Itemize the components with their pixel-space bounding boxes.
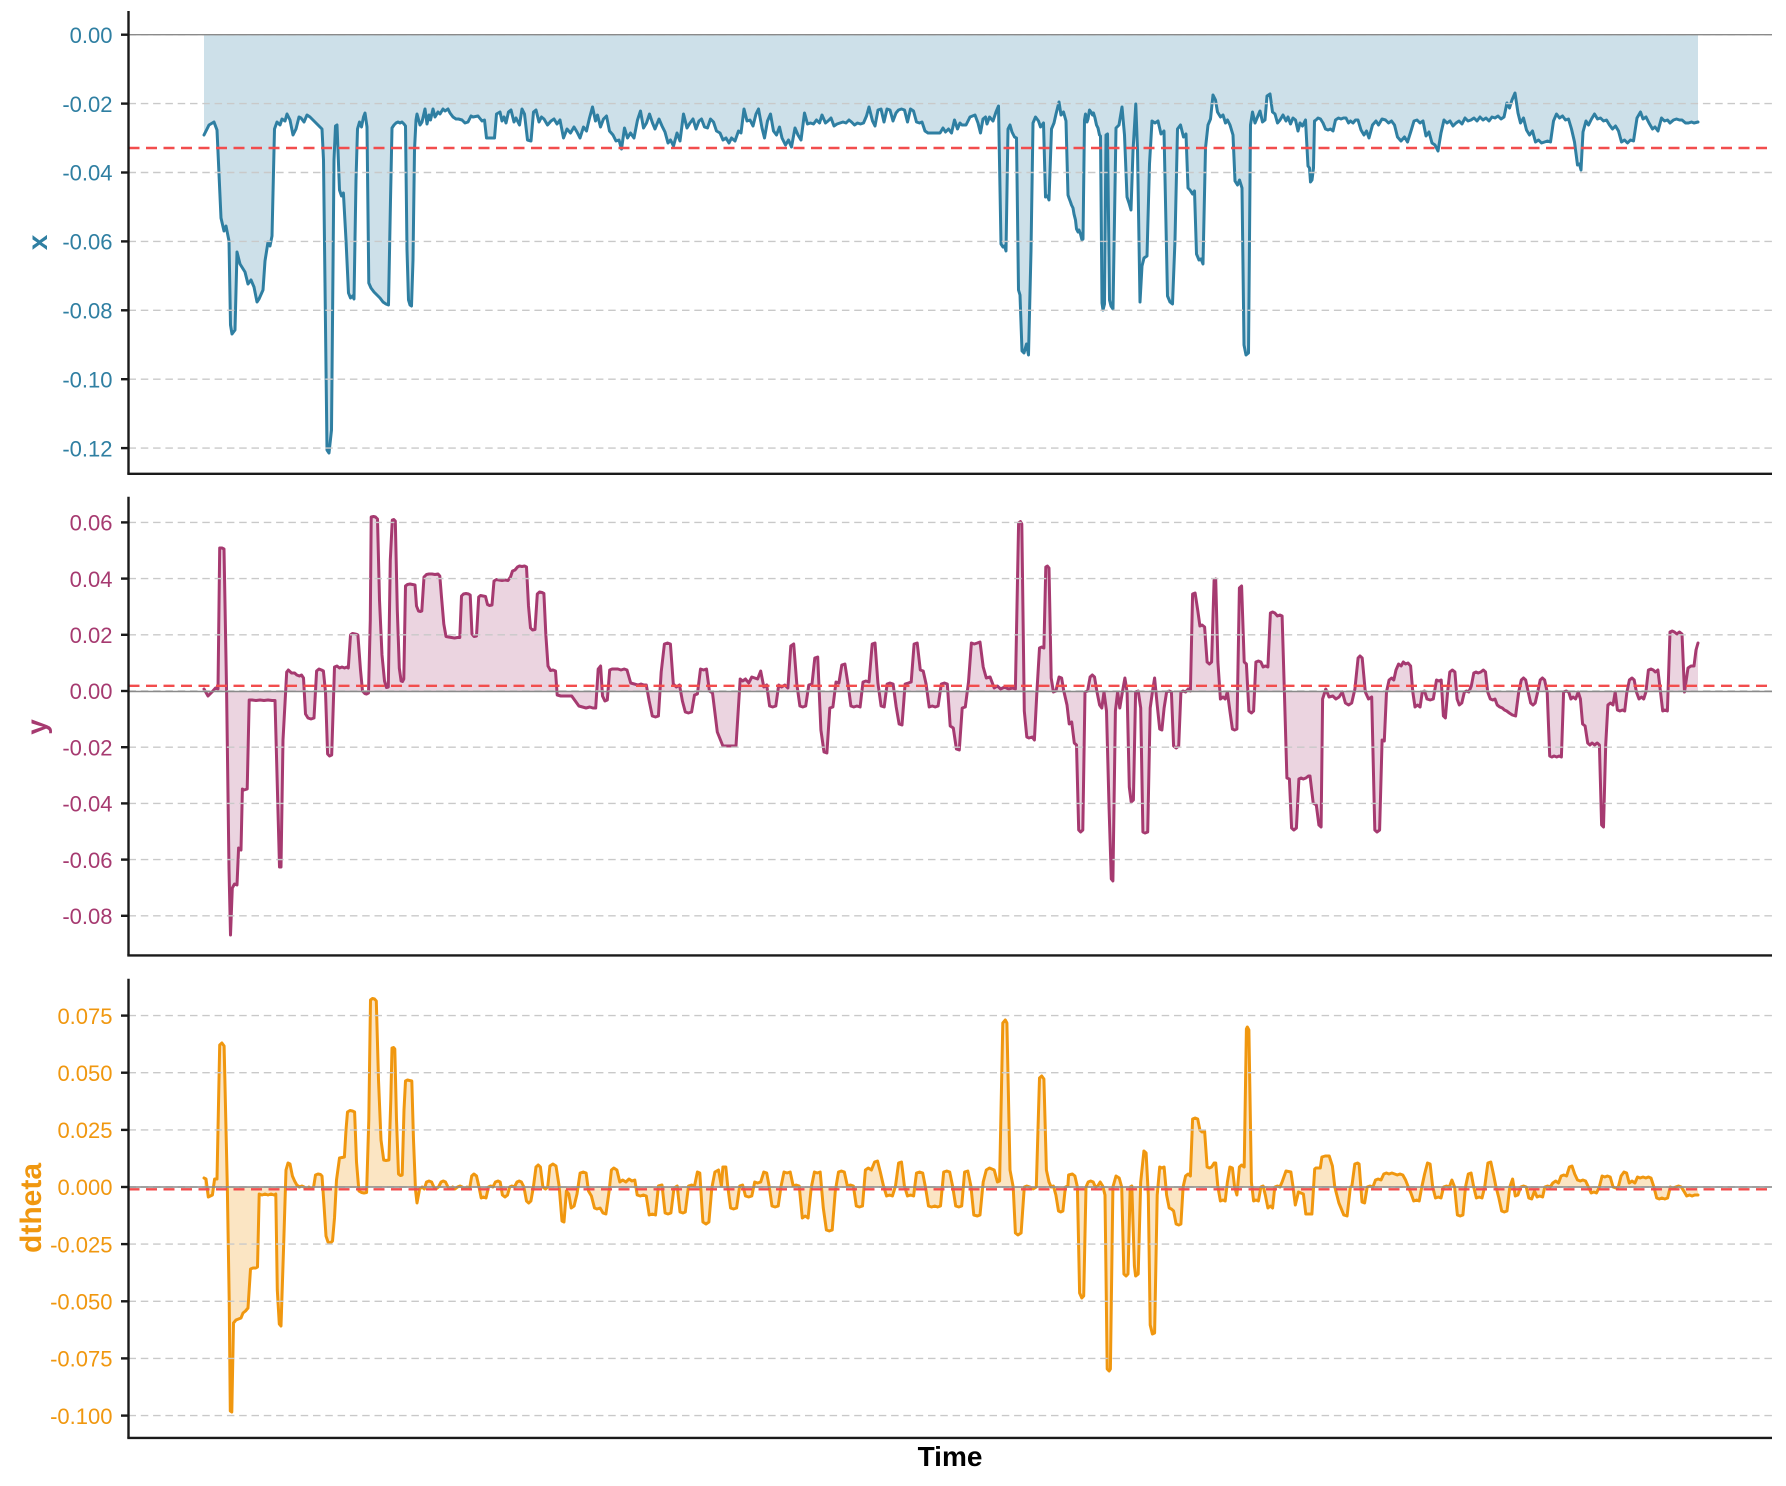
svg-text:-0.04: -0.04 xyxy=(62,792,112,817)
svg-text:0.050: 0.050 xyxy=(57,1061,112,1086)
svg-text:-0.025: -0.025 xyxy=(50,1232,112,1257)
svg-text:-0.06: -0.06 xyxy=(62,848,112,873)
svg-text:0.02: 0.02 xyxy=(70,623,113,648)
svg-text:x: x xyxy=(22,234,53,250)
svg-text:0.075: 0.075 xyxy=(57,1004,112,1029)
svg-text:-0.02: -0.02 xyxy=(62,735,112,760)
svg-text:-0.10: -0.10 xyxy=(62,367,112,392)
svg-text:Time: Time xyxy=(918,1441,983,1472)
svg-text:-0.075: -0.075 xyxy=(50,1347,112,1372)
svg-text:-0.06: -0.06 xyxy=(62,230,112,255)
svg-text:0.06: 0.06 xyxy=(70,511,113,536)
svg-text:-0.04: -0.04 xyxy=(62,161,112,186)
svg-text:-0.08: -0.08 xyxy=(62,299,112,324)
svg-text:dtheta: dtheta xyxy=(15,1163,48,1253)
svg-text:-0.12: -0.12 xyxy=(62,436,112,461)
svg-text:y: y xyxy=(21,719,52,735)
svg-text:0.04: 0.04 xyxy=(70,567,113,592)
svg-text:-0.08: -0.08 xyxy=(62,904,112,929)
svg-text:0.00: 0.00 xyxy=(70,23,113,48)
svg-text:-0.050: -0.050 xyxy=(50,1290,112,1315)
svg-text:-0.02: -0.02 xyxy=(62,92,112,117)
svg-text:-0.100: -0.100 xyxy=(50,1404,112,1429)
svg-text:0.025: 0.025 xyxy=(57,1118,112,1143)
svg-text:0.00: 0.00 xyxy=(70,679,113,704)
svg-text:0.000: 0.000 xyxy=(57,1175,112,1200)
